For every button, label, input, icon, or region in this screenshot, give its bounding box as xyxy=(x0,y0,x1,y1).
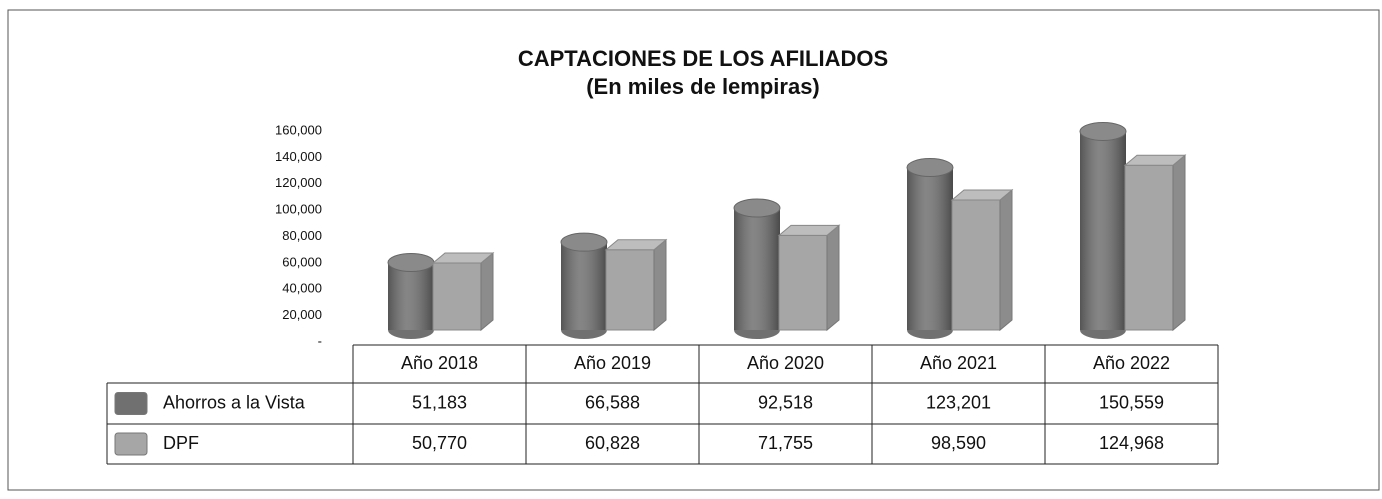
x-tick-label: Año 2019 xyxy=(574,353,651,373)
cylinder-top xyxy=(387,253,435,273)
legend-swatch xyxy=(114,392,148,415)
cylinder-bar xyxy=(733,198,781,339)
x-tick-label: Año 2020 xyxy=(747,353,824,373)
box-top xyxy=(950,189,1014,201)
box-front xyxy=(778,234,828,331)
value-label: 51,183 xyxy=(412,392,467,412)
frame xyxy=(7,9,1380,491)
box-side xyxy=(1172,154,1186,332)
x-tick-label: Año 2022 xyxy=(1093,353,1170,373)
cylinder-top xyxy=(1079,121,1127,141)
value-label: 60,828 xyxy=(585,433,640,453)
y-tick-label: - xyxy=(318,333,322,348)
box-front xyxy=(951,199,1001,331)
value-label: 50,770 xyxy=(412,433,467,453)
y-tick-label: 40,000 xyxy=(282,281,322,296)
box-bar xyxy=(604,238,668,332)
box-bar xyxy=(1123,154,1187,332)
box-side xyxy=(480,251,494,332)
cylinder-shade xyxy=(907,167,953,330)
value-label: 92,518 xyxy=(758,392,813,412)
y-tick-label: 140,000 xyxy=(275,149,322,164)
legend-swatch xyxy=(114,432,148,456)
box-side xyxy=(826,224,840,332)
value-label: 71,755 xyxy=(758,433,813,453)
legend-label: Ahorros a la Vista xyxy=(163,392,306,412)
box-bar xyxy=(950,188,1014,332)
cylinder-shade xyxy=(734,207,780,330)
cylinder-bar xyxy=(1079,121,1127,339)
box-top xyxy=(604,239,668,251)
box-side xyxy=(999,188,1013,332)
value-label: 98,590 xyxy=(931,433,986,453)
cylinder-bar xyxy=(387,253,435,339)
value-label: 123,201 xyxy=(926,392,991,412)
y-tick-label: 20,000 xyxy=(282,307,322,322)
box-bar xyxy=(777,224,841,332)
cylinder-shade xyxy=(388,262,434,330)
box-top xyxy=(431,252,495,264)
chart-title: CAPTACIONES DE LOS AFILIADOS xyxy=(518,46,888,71)
cylinder-top xyxy=(560,232,608,252)
box-front xyxy=(1124,164,1174,331)
box-bar xyxy=(431,251,495,332)
x-tick-label: Año 2021 xyxy=(920,353,997,373)
cylinder-top xyxy=(733,198,781,218)
cylinder-shade xyxy=(561,242,607,330)
value-label: 124,968 xyxy=(1099,433,1164,453)
box-top xyxy=(777,224,841,236)
box-front xyxy=(432,262,482,331)
legend-label: DPF xyxy=(163,433,199,453)
y-tick-label: 80,000 xyxy=(282,228,322,243)
box-top xyxy=(1123,154,1187,166)
cylinder-shade xyxy=(1080,131,1126,330)
chart-subtitle: (En miles de lempiras) xyxy=(586,74,820,99)
cylinder-top xyxy=(906,158,954,178)
x-tick-label: Año 2018 xyxy=(401,353,478,373)
y-tick-label: 120,000 xyxy=(275,175,322,190)
cylinder-bar xyxy=(906,158,954,339)
y-tick-label: 60,000 xyxy=(282,254,322,269)
box-side xyxy=(653,238,667,332)
value-label: 150,559 xyxy=(1099,392,1164,412)
cylinder-bar xyxy=(560,232,608,339)
value-label: 66,588 xyxy=(585,392,640,412)
box-front xyxy=(605,249,655,331)
y-tick-label: 160,000 xyxy=(275,122,322,137)
y-tick-label: 100,000 xyxy=(275,202,322,217)
